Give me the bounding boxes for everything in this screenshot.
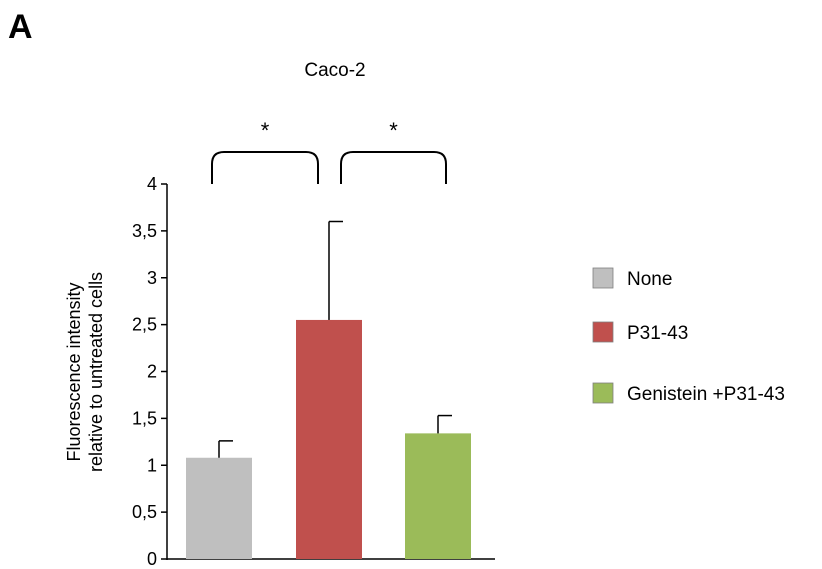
axes: 0 0,5 1 1,5 2 2,5 3 3,5 4 <box>132 174 495 569</box>
bar <box>186 457 252 559</box>
legend-swatch <box>592 382 614 404</box>
y-tick-label: 1,5 <box>132 408 157 428</box>
panel-label: A <box>8 8 33 46</box>
y-axis-label-line-1: Fluorescence intensity <box>64 282 84 461</box>
legend: None P31-43 Genistein +P31-43 <box>592 267 785 405</box>
y-axis-label-line-2: relative to untreated cells <box>86 272 106 472</box>
y-tick-label: 3 <box>147 268 157 288</box>
y-tick-label: 0,5 <box>132 502 157 522</box>
y-tick-label: 0 <box>147 549 157 569</box>
y-tick-label: 3,5 <box>132 221 157 241</box>
legend-swatch <box>592 267 614 289</box>
error-bars <box>218 220 452 458</box>
y-tick-label: 2,5 <box>132 315 157 335</box>
significance-star: * <box>389 118 398 143</box>
y-tick-label: 2 <box>147 362 157 382</box>
y-tick-label: 4 <box>147 174 157 194</box>
significance-brackets: * * <box>211 118 447 184</box>
chart-title: Caco-2 <box>304 60 365 81</box>
significance-star: * <box>261 118 270 143</box>
y-axis-label: Fluorescence intensity relative to untre… <box>64 272 106 472</box>
legend-label: P31-43 <box>627 323 688 344</box>
bar <box>296 319 362 559</box>
y-tick-label: 1 <box>147 455 157 475</box>
legend-swatch <box>592 321 614 343</box>
significance-bracket <box>340 151 447 184</box>
bars <box>186 319 471 559</box>
legend-label: None <box>627 269 672 290</box>
bar <box>405 433 471 559</box>
legend-label: Genistein +P31-43 <box>627 384 785 405</box>
significance-bracket <box>211 151 319 184</box>
